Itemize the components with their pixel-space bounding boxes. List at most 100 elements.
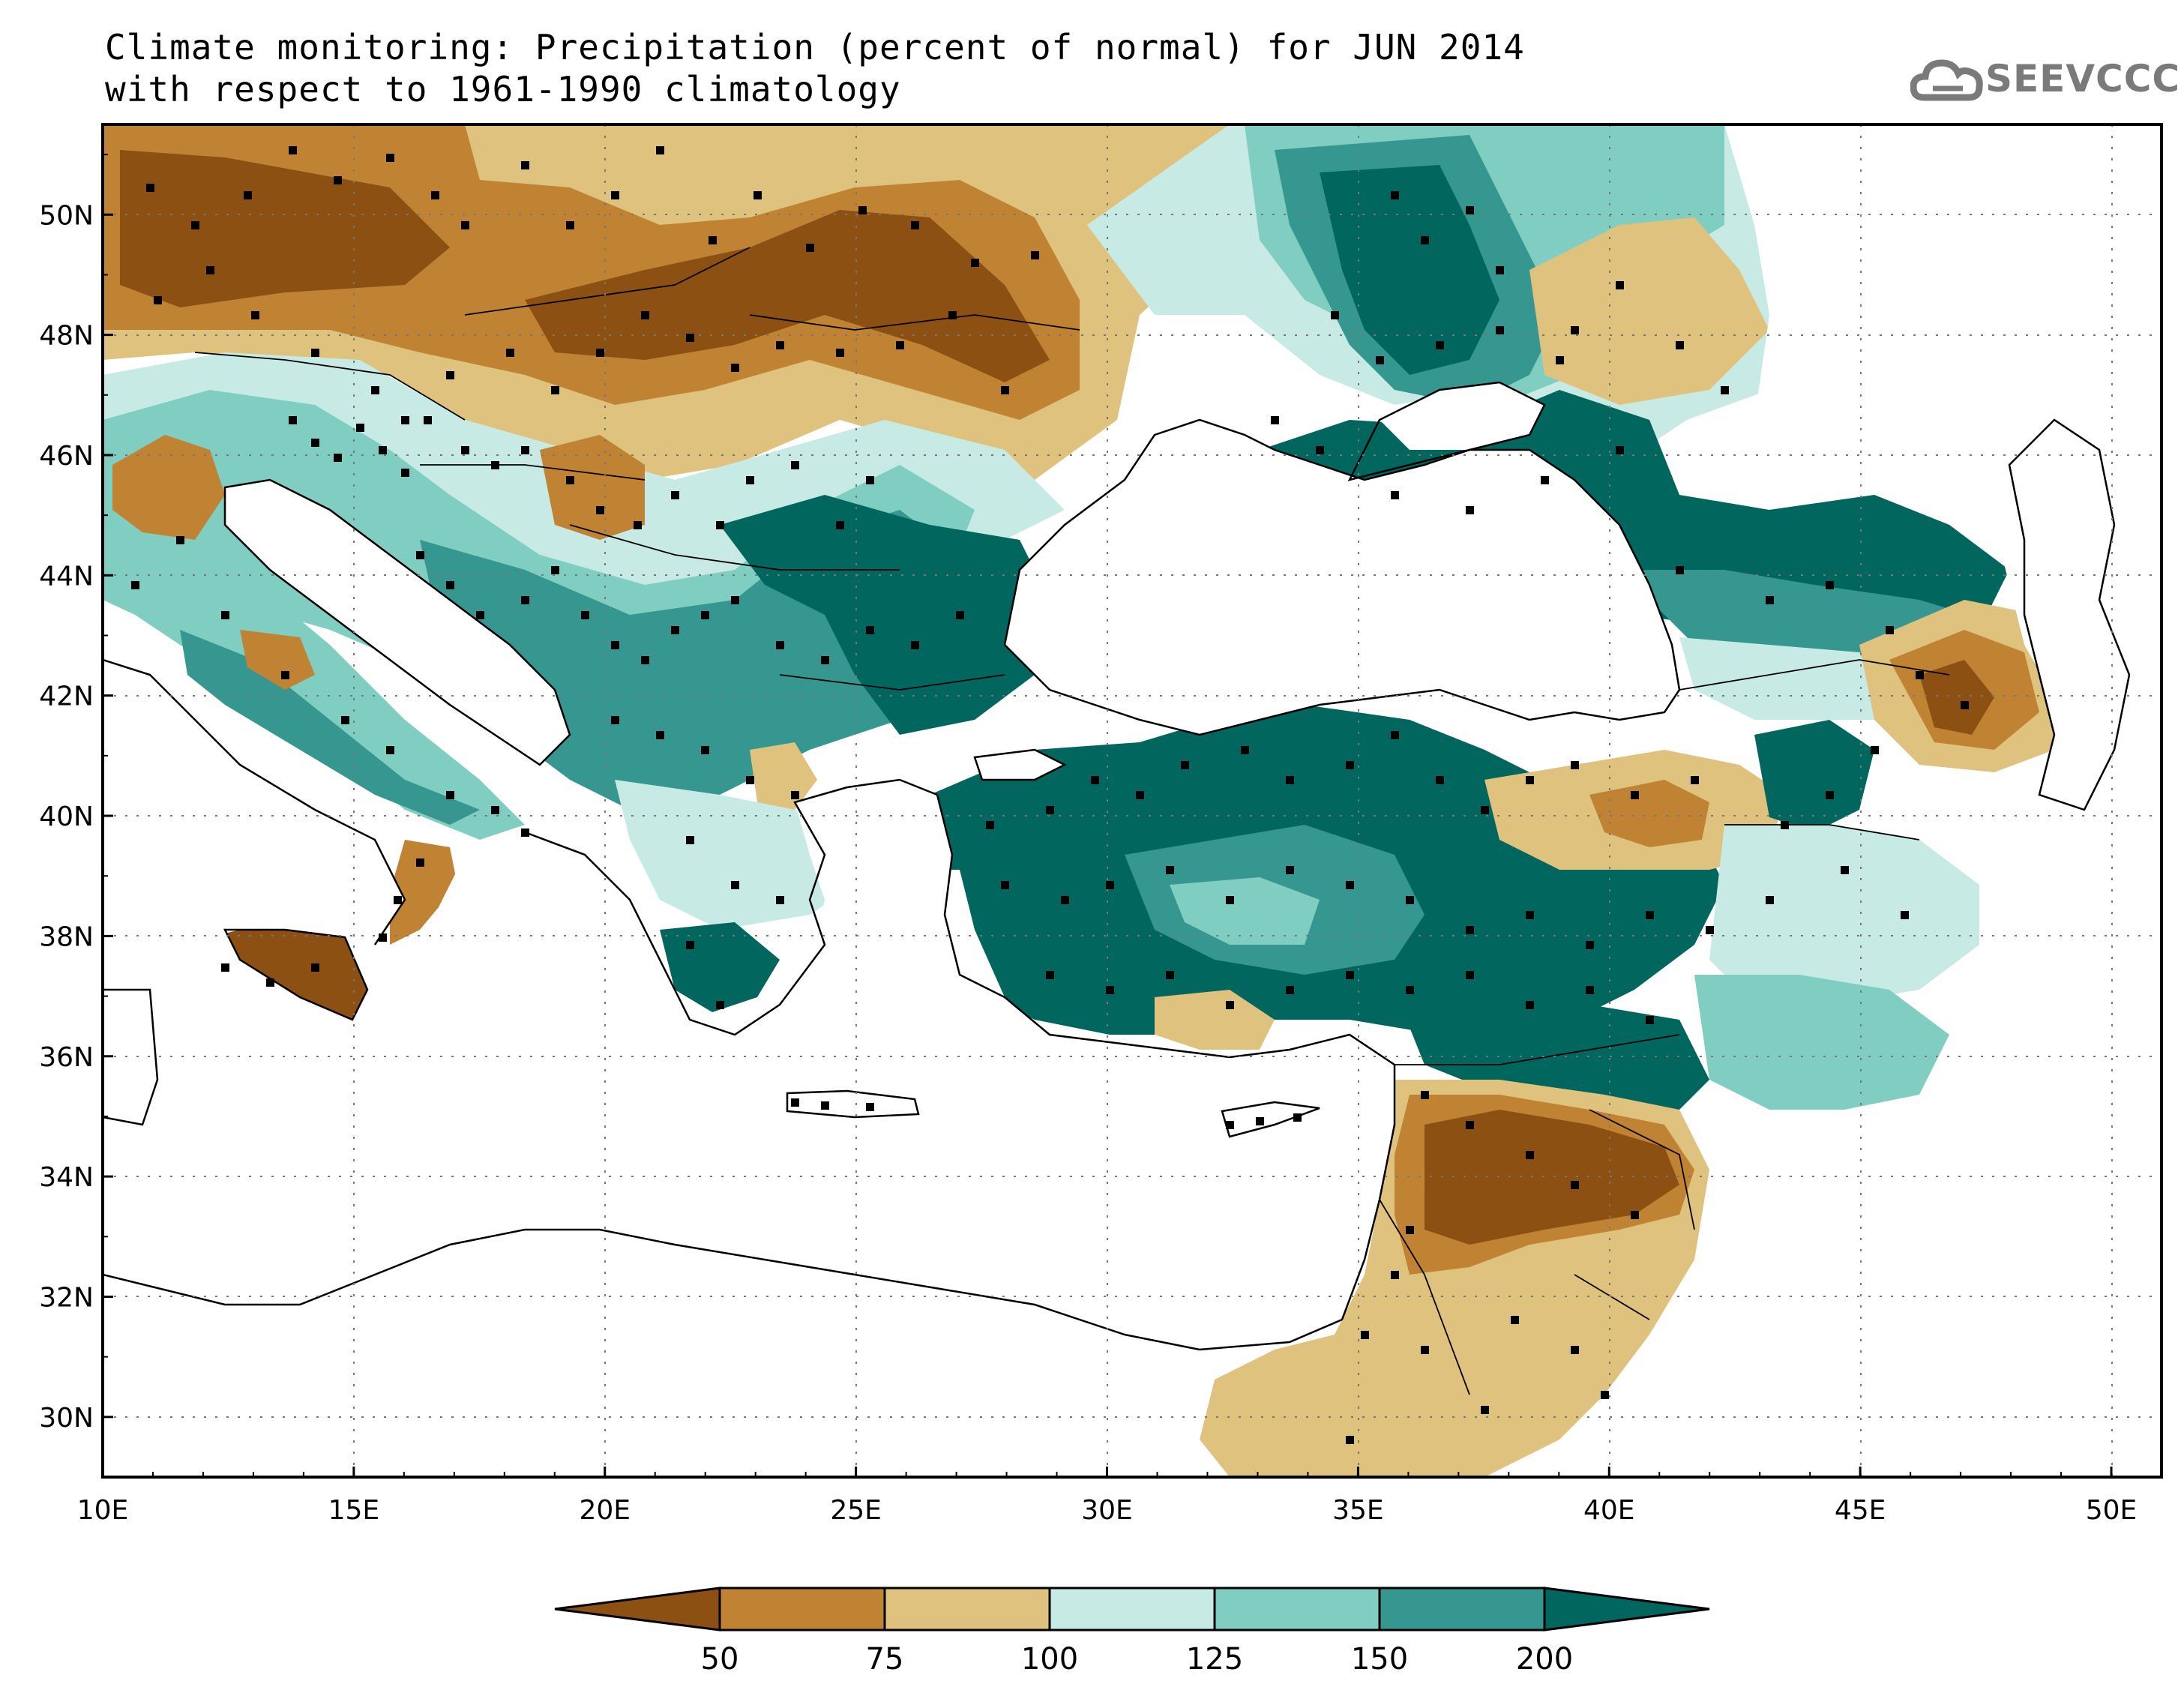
logo-text: SEEVCCC bbox=[1985, 57, 2181, 100]
station-marker bbox=[379, 933, 387, 942]
station-marker bbox=[1421, 236, 1429, 244]
station-marker bbox=[1646, 1016, 1654, 1024]
station-marker bbox=[1466, 971, 1474, 979]
station-marker bbox=[154, 296, 162, 304]
station-marker bbox=[1571, 761, 1579, 769]
marmara-coast bbox=[973, 748, 1067, 781]
station-marker bbox=[491, 461, 499, 469]
station-marker bbox=[146, 184, 154, 192]
station-marker bbox=[1226, 896, 1234, 904]
station-marker bbox=[791, 1098, 799, 1107]
station-marker bbox=[311, 963, 319, 972]
ionian-sea bbox=[103, 832, 1395, 1350]
station-marker bbox=[1316, 446, 1324, 454]
station-marker bbox=[911, 641, 919, 649]
station-marker bbox=[1466, 206, 1474, 214]
longitude-axis: 10E 15E 20E 25E 30E 35E 40E 45E 50E bbox=[77, 1467, 2137, 1526]
station-marker bbox=[416, 551, 424, 559]
lon-tick-label: 45E bbox=[1835, 1495, 1886, 1526]
station-marker bbox=[1391, 191, 1399, 199]
station-marker bbox=[1406, 986, 1414, 994]
station-marker bbox=[971, 259, 979, 267]
lon-tick-label: 25E bbox=[830, 1495, 882, 1526]
aegean-sea bbox=[795, 780, 975, 1035]
station-marker bbox=[1676, 341, 1684, 349]
station-marker bbox=[446, 581, 454, 589]
field-light-brown-russia bbox=[1529, 217, 1769, 405]
lon-tick-label: 35E bbox=[1332, 1495, 1384, 1526]
station-marker bbox=[836, 349, 844, 357]
station-marker bbox=[1406, 1226, 1414, 1234]
colorbar-label: 75 bbox=[866, 1642, 904, 1677]
station-marker bbox=[866, 626, 874, 634]
field-dark-brown-sicily bbox=[225, 930, 367, 1020]
africa-coast bbox=[103, 1228, 1343, 1351]
station-marker bbox=[1241, 746, 1249, 754]
station-marker bbox=[1001, 881, 1009, 889]
station-marker bbox=[701, 746, 709, 754]
station-marker bbox=[1181, 761, 1189, 769]
station-marker bbox=[1136, 791, 1144, 799]
station-marker bbox=[611, 716, 619, 724]
station-marker bbox=[1961, 701, 1969, 709]
colorbar-label: 50 bbox=[701, 1642, 739, 1677]
colorbar-label: 200 bbox=[1516, 1642, 1573, 1677]
station-marker bbox=[1901, 911, 1909, 919]
black-sea bbox=[1005, 420, 1679, 735]
station-marker bbox=[551, 566, 559, 574]
station-marker bbox=[986, 821, 994, 829]
station-marker bbox=[1346, 1436, 1354, 1444]
station-marker bbox=[911, 221, 919, 229]
field-darkest-teal-caucasus bbox=[1260, 390, 2009, 645]
station-marker bbox=[686, 941, 694, 949]
station-marker bbox=[1826, 581, 1834, 589]
field-dark-brown-carpathian bbox=[525, 210, 1050, 382]
station-marker bbox=[1871, 746, 1879, 754]
station-marker bbox=[1466, 1121, 1474, 1129]
lat-tick-label: 46N bbox=[39, 441, 94, 472]
lat-tick-label: 32N bbox=[39, 1282, 94, 1313]
colorbar: 50 75 100 125 150 200 bbox=[554, 1587, 1710, 1677]
lat-tick-label: 44N bbox=[39, 561, 94, 592]
station-marker bbox=[656, 146, 664, 154]
station-marker bbox=[656, 731, 664, 739]
adriatic-coast bbox=[223, 478, 571, 766]
station-marker bbox=[1766, 596, 1774, 604]
latitude-axis: 50N 48N 46N 44N 42N 40N 38N 36N 34N 32N 30N bbox=[39, 154, 113, 1434]
station-marker bbox=[551, 386, 559, 394]
colorbar-label: 150 bbox=[1351, 1642, 1408, 1677]
station-marker bbox=[251, 311, 259, 319]
station-marker bbox=[401, 416, 409, 424]
station-marker bbox=[289, 146, 297, 154]
field-dark-brown-levant bbox=[1425, 1110, 1679, 1245]
station-marker bbox=[334, 176, 342, 184]
station-marker bbox=[446, 371, 454, 379]
station-marker bbox=[596, 349, 604, 357]
station-marker bbox=[311, 439, 319, 447]
station-marker bbox=[1271, 416, 1279, 424]
sardinia-coast bbox=[103, 988, 159, 1126]
lon-tick-label: 15E bbox=[328, 1495, 380, 1526]
station-marker bbox=[1541, 476, 1549, 484]
station-marker bbox=[356, 424, 364, 432]
field-darkest-teal-armenia bbox=[1754, 720, 1874, 832]
coastlines-borders bbox=[103, 247, 2131, 1395]
station-marker bbox=[521, 829, 529, 837]
station-marker bbox=[1166, 866, 1174, 874]
station-marker bbox=[1571, 326, 1579, 334]
station-marker bbox=[1571, 1181, 1579, 1189]
station-marker bbox=[641, 311, 649, 319]
station-marker bbox=[386, 746, 394, 754]
tyrrhenian-sea bbox=[103, 660, 405, 1140]
station-marker bbox=[476, 611, 484, 619]
station-marker bbox=[1886, 626, 1894, 634]
station-marker bbox=[341, 716, 349, 724]
station-marker bbox=[948, 311, 957, 319]
station-marker bbox=[671, 626, 679, 634]
lat-tick-label: 36N bbox=[39, 1042, 94, 1073]
lat-tick-label: 42N bbox=[39, 682, 94, 712]
station-marker bbox=[1826, 791, 1834, 799]
station-marker bbox=[1526, 776, 1534, 784]
station-marker bbox=[1256, 1117, 1264, 1125]
